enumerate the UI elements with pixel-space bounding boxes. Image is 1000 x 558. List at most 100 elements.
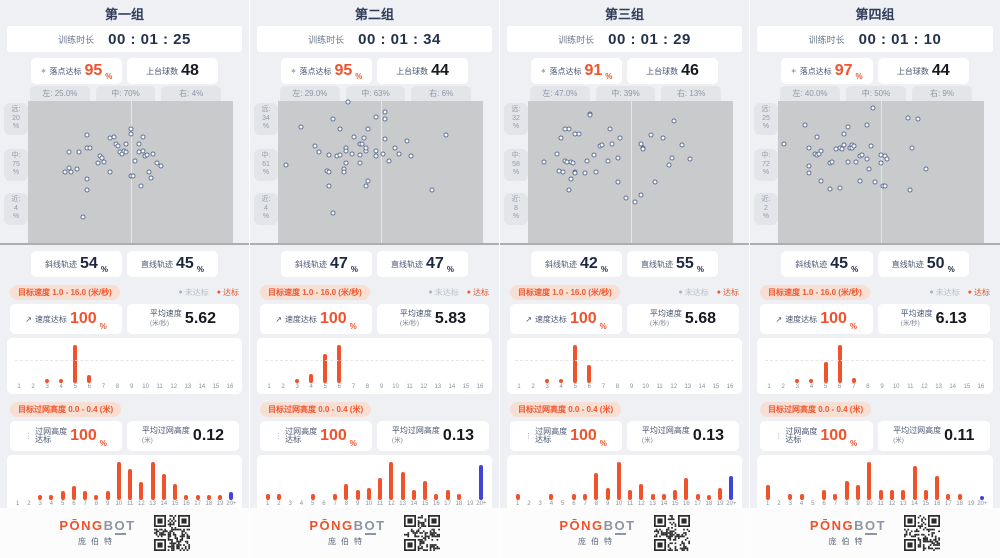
scatter-point [806, 170, 812, 176]
histogram-slot: 7 [346, 342, 360, 392]
scatter-point [101, 159, 107, 165]
histogram-slot: 2 [276, 342, 290, 392]
histogram-bar [878, 490, 883, 500]
axis-tick: 10 [642, 384, 649, 390]
speed-rate-card: ↗ 速度达标 100 % [10, 304, 122, 334]
axis-tick: 15 [462, 384, 470, 390]
duration-value: 00 : 01 : 29 [608, 30, 691, 48]
histogram-bar [105, 490, 110, 500]
histogram-slot: 5 [807, 459, 818, 509]
histogram-slot: 7 [330, 459, 341, 509]
histogram-slot: 3 [35, 459, 46, 509]
footer: PŌNGBOT 庞伯特 [750, 508, 1000, 558]
histogram-slot: 19 [715, 459, 726, 509]
scatter-point [68, 169, 74, 175]
axis-tick: 2 [777, 501, 781, 507]
group-column: 第一组 训练时长 00 : 01 : 25 ∗ 落点达标 95 % 上台球数 4… [0, 0, 250, 558]
height-histogram: 1 2 3 4 5 6 7 8 9 10 11 12 13 14 15 16 17 18 19 20+ [257, 455, 492, 511]
axis-tick: 12 [420, 384, 428, 390]
histogram-slot: 10 [639, 342, 653, 392]
histogram-bar [276, 494, 281, 500]
landing-rate-label: 落点达标 [49, 66, 82, 76]
axis-tick: 15 [671, 501, 679, 507]
axis-tick: 14 [911, 501, 918, 507]
histogram-slot: 13 [681, 342, 695, 392]
avg-height-label: 平均过网高度 (米) [141, 426, 190, 444]
histogram-bar [45, 379, 50, 383]
scatter-point [587, 112, 592, 118]
axis-tick: 1 [767, 384, 771, 390]
zone-distribution-row: 左: 40.0% 中: 50% 右: 9% [780, 86, 972, 101]
scatter-point [62, 169, 68, 175]
axis-tick: 1 [515, 501, 520, 507]
landing-rate-value: 91 [584, 62, 603, 79]
axis-tick: 8 [594, 501, 599, 507]
axis-tick: 20+ [726, 501, 737, 507]
speed-legend: ● 未达标 ● 达标 [429, 287, 489, 298]
scatter-point [827, 186, 832, 192]
histogram-bar [912, 465, 917, 500]
axis-tick: 19 [967, 501, 975, 507]
histogram-slot: 3 [290, 342, 304, 392]
axis-tick: 16 [433, 501, 440, 507]
axis-tick: 13 [149, 501, 156, 507]
histogram-slot: 9 [375, 342, 389, 392]
scatter-point [669, 155, 674, 161]
scatter-point [905, 115, 911, 121]
landing-target-icon: ∗ [540, 68, 547, 75]
axis-tick: 11 [377, 501, 384, 507]
scatter-point [84, 187, 90, 193]
target-height-badge: 目标过网高度 0.0 - 0.4 (米) [510, 402, 622, 417]
speed-rate-card: ↗ 速度达标 100 % [260, 304, 372, 334]
axis-tick: 10 [392, 384, 399, 390]
trend-arrow-icon: ↗ [525, 314, 532, 324]
scatter-table-area [528, 101, 733, 243]
histogram-slot: 11 [653, 342, 667, 392]
histogram-slot: 20+ [226, 459, 237, 509]
brand-chinese-name: 庞伯特 [828, 537, 868, 546]
histogram-slot: 13 [147, 459, 158, 509]
axis-tick: 11 [907, 384, 914, 390]
legend-fail: ● 未达标 [678, 288, 709, 297]
scatter-point [158, 163, 164, 169]
scatter-point [373, 148, 379, 154]
balls-label: 上台球数 [646, 66, 679, 76]
histogram-bar [411, 490, 416, 500]
axis-tick: 4 [49, 501, 54, 507]
scatter-point [872, 179, 878, 185]
depth-far-pill: 远: 32% [504, 103, 528, 135]
histogram-slot: 8 [841, 459, 852, 509]
scatter-point [330, 116, 336, 122]
avg-height-label: 平均过网高度 (米) [391, 426, 440, 444]
zone-left-pill: 左: 47.0% [530, 86, 590, 101]
axis-tick: 5 [73, 384, 77, 390]
histogram-bar [549, 494, 554, 500]
axis-tick: 10 [115, 501, 123, 507]
avg-speed-value: 5.68 [684, 310, 717, 327]
scatter-point [365, 126, 371, 132]
scatter-point [572, 170, 578, 176]
histogram-slot: 12 [636, 459, 647, 509]
avg-height-value: 0.11 [944, 427, 975, 444]
histogram-bar [673, 490, 678, 500]
speed-rate-value: 100 [820, 310, 847, 327]
scatter-point [554, 151, 560, 157]
straight-value: 50 [926, 255, 945, 272]
landing-rate-value: 97 [834, 62, 853, 79]
landing-target-icon: ∗ [790, 68, 797, 75]
axis-tick: 11 [156, 384, 163, 390]
histogram-slot: 8 [341, 459, 352, 509]
axis-tick: 10 [142, 384, 149, 390]
height-rate-card: ⋮ 过网高度 达标 100 % [260, 421, 372, 451]
scatter-point [150, 151, 156, 157]
scatter-point [351, 134, 357, 139]
histogram-slot: 6 [82, 342, 96, 392]
scatter-center-line [630, 101, 632, 243]
histogram-bar [116, 462, 121, 500]
depth-middle-pill: 中: 75% [4, 149, 28, 181]
axis-tick: 19 [216, 501, 224, 507]
histogram-bar [71, 485, 76, 500]
target-speed-badge: 目标速度 1.0 - 16.0 (米/秒) [10, 285, 120, 300]
scatter-point [382, 116, 388, 122]
